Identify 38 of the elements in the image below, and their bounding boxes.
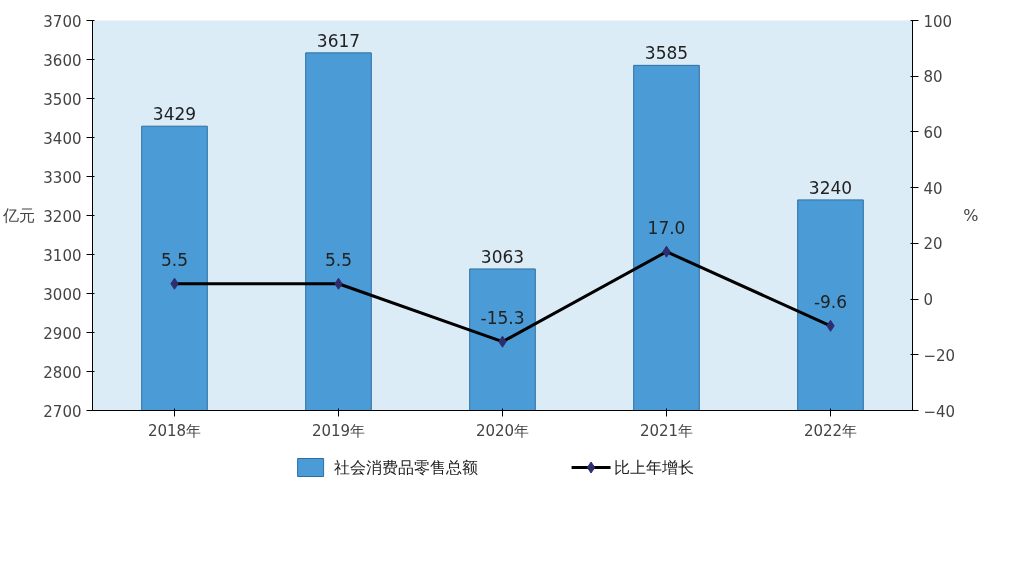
data-label: 17.0 xyxy=(647,217,686,238)
y2-tick-label: 0 xyxy=(923,291,934,310)
y2-tick-label: 20 xyxy=(923,235,943,254)
y2-tick-label: 60 xyxy=(923,123,943,142)
data-label: -9.6 xyxy=(813,291,848,312)
x-tick-label: 2022年 xyxy=(803,421,858,440)
y2-tick-label: −20 xyxy=(923,346,956,365)
y2-tick-label: −40 xyxy=(923,402,956,421)
data-label: 5.5 xyxy=(160,249,189,270)
x-tick-label: 2021年 xyxy=(639,421,694,440)
y2-tick-label: 40 xyxy=(923,179,943,198)
y-tick-label: 3600 xyxy=(43,51,82,70)
y-tick-label: 3100 xyxy=(43,246,82,265)
y-axis-title: 亿元 xyxy=(2,206,36,225)
x-tick-label: 2019年 xyxy=(311,421,366,440)
y-tick-label: 3000 xyxy=(43,285,82,304)
y-tick-label: 3700 xyxy=(43,12,82,31)
y-tick-label: 3300 xyxy=(43,168,82,187)
y-tick-label: 3400 xyxy=(43,129,82,148)
y-tick-label: 2700 xyxy=(43,402,82,421)
y2-axis-title: % xyxy=(963,206,979,225)
data-label: 3585 xyxy=(644,43,689,64)
y-tick-label: 3500 xyxy=(43,90,82,109)
data-label: 5.5 xyxy=(324,249,353,270)
y-tick-label: 2900 xyxy=(43,324,82,343)
data-label: 3063 xyxy=(480,246,525,267)
y-tick-label: 3200 xyxy=(43,207,82,226)
y2-tick-label: 80 xyxy=(923,68,943,87)
legend-label: 比上年增长 xyxy=(614,458,695,477)
y-tick-label: 2800 xyxy=(43,363,82,382)
data-label: 3617 xyxy=(316,30,361,51)
data-label: -15.3 xyxy=(480,307,525,328)
x-tick-label: 2018年 xyxy=(147,421,202,440)
data-label: 3429 xyxy=(152,104,197,125)
y2-tick-label: 100 xyxy=(923,12,953,31)
legend-label: 社会消费品零售总额 xyxy=(333,458,478,477)
x-tick-label: 2020年 xyxy=(475,421,530,440)
data-label: 3240 xyxy=(808,177,853,198)
